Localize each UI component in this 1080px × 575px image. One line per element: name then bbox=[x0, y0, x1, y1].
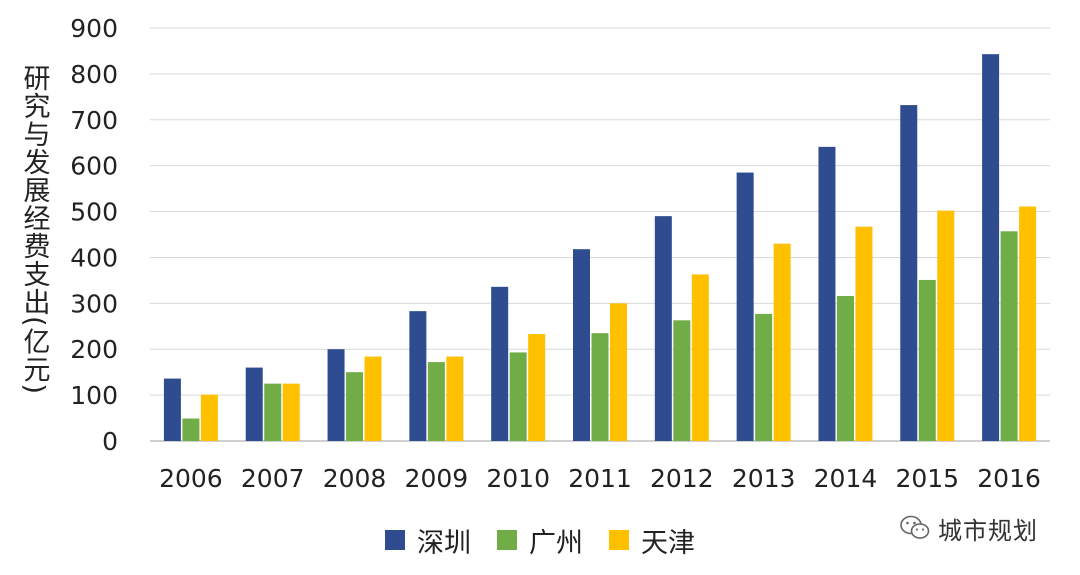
bar bbox=[364, 356, 382, 441]
legend-label-tianjin: 天津 bbox=[641, 527, 695, 559]
grid-lines bbox=[150, 27, 1050, 442]
bar bbox=[736, 172, 754, 442]
y-tick-label: 300 bbox=[70, 289, 118, 318]
legend: 深圳 广州 天津 bbox=[385, 521, 721, 560]
watermark-text: 城市规划 bbox=[938, 516, 1038, 545]
bar bbox=[409, 311, 427, 441]
y-tick-labels: 0 100 200 300 400 500 600 700 800 900 bbox=[70, 14, 118, 456]
bar bbox=[855, 226, 873, 441]
y-tick-label: 600 bbox=[70, 152, 118, 181]
y-tick-label: 900 bbox=[70, 14, 118, 43]
y-axis-label-wrap: 研究与发展经费支出(亿元) bbox=[14, 30, 54, 430]
bar bbox=[673, 320, 691, 441]
bar bbox=[691, 274, 709, 441]
legend-swatch-guangzhou bbox=[497, 530, 517, 550]
x-tick-label: 2009 bbox=[405, 464, 469, 493]
bar bbox=[982, 54, 1000, 441]
bar bbox=[245, 367, 263, 441]
bar bbox=[591, 333, 609, 441]
x-tick-label: 2012 bbox=[650, 464, 714, 493]
bar bbox=[446, 356, 464, 441]
bar bbox=[755, 313, 773, 441]
x-tick-label: 2008 bbox=[323, 464, 387, 493]
y-tick-label: 500 bbox=[70, 198, 118, 227]
x-tick-label: 2011 bbox=[568, 464, 632, 493]
bar bbox=[264, 383, 282, 441]
x-tick-label: 2015 bbox=[895, 464, 959, 493]
legend-label-shenzhen: 深圳 bbox=[417, 527, 471, 559]
x-tick-label: 2016 bbox=[977, 464, 1041, 493]
bar bbox=[427, 362, 445, 441]
legend-label-guangzhou: 广州 bbox=[529, 527, 583, 559]
bar bbox=[163, 378, 181, 441]
x-tick-label: 2006 bbox=[159, 464, 223, 493]
y-tick-label: 100 bbox=[70, 381, 118, 410]
y-axis-label: 研究与发展经费支出(亿元) bbox=[18, 64, 50, 396]
bar bbox=[1019, 206, 1037, 441]
legend-item-guangzhou: 广州 bbox=[497, 521, 583, 560]
legend-item-tianjin: 天津 bbox=[609, 521, 695, 560]
legend-item-shenzhen: 深圳 bbox=[385, 521, 471, 560]
y-tick-label: 0 bbox=[102, 427, 118, 456]
y-tick-label: 400 bbox=[70, 243, 118, 272]
y-tick-label: 800 bbox=[70, 60, 118, 89]
bar bbox=[610, 303, 627, 441]
bars bbox=[163, 54, 1037, 442]
bar bbox=[773, 243, 791, 441]
legend-swatch-tianjin bbox=[609, 530, 629, 550]
legend-swatch-shenzhen bbox=[385, 530, 405, 550]
bar bbox=[818, 146, 836, 441]
bar bbox=[654, 216, 672, 441]
y-tick-label: 700 bbox=[70, 106, 118, 135]
bar bbox=[918, 279, 936, 441]
bar bbox=[573, 249, 590, 441]
bar bbox=[200, 394, 218, 441]
bar bbox=[900, 105, 918, 442]
y-tick-label: 200 bbox=[70, 335, 118, 364]
watermark: 城市规划 bbox=[900, 510, 1038, 546]
bar bbox=[491, 286, 509, 441]
bar bbox=[509, 352, 527, 441]
bar bbox=[282, 383, 300, 441]
bar bbox=[528, 334, 546, 441]
bar bbox=[327, 349, 345, 441]
x-tick-label: 2014 bbox=[814, 464, 878, 493]
x-tick-label: 2013 bbox=[732, 464, 796, 493]
x-tick-label: 2007 bbox=[241, 464, 305, 493]
bar bbox=[182, 418, 200, 441]
x-tick-label: 2010 bbox=[486, 464, 550, 493]
bar bbox=[346, 372, 364, 441]
bar bbox=[937, 210, 955, 441]
wechat-icon bbox=[900, 515, 930, 539]
x-tick-labels: 2006 2007 2008 2009 2010 2011 2012 2013 2014 2015… bbox=[159, 464, 1041, 493]
bar bbox=[836, 295, 854, 441]
bar bbox=[1000, 231, 1018, 441]
